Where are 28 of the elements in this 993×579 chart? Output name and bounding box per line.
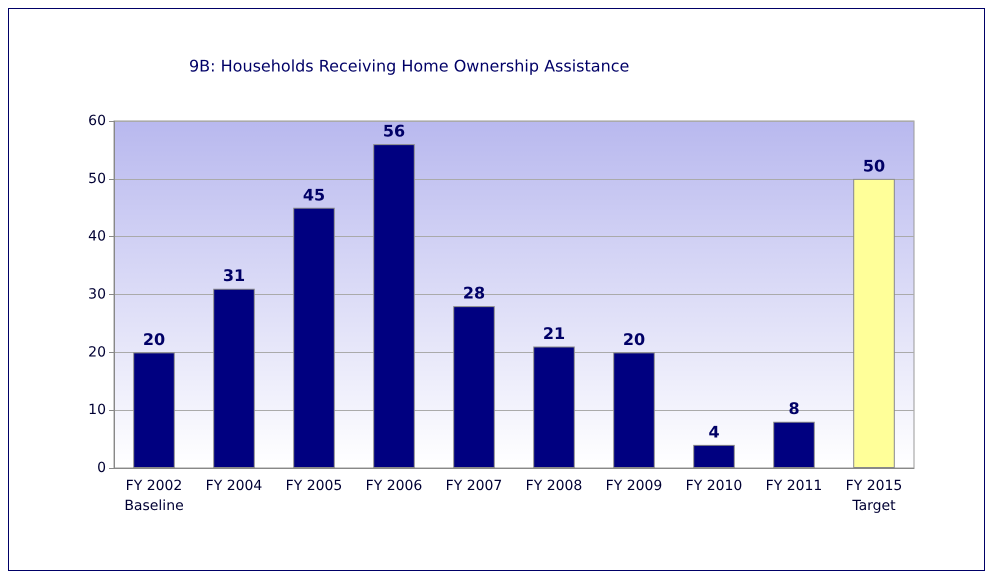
x-tick-label: FY 2010 — [686, 478, 742, 494]
data-label: 45 — [302, 185, 326, 204]
data-label: 20 — [622, 330, 646, 349]
y-tick-label: 20 — [88, 344, 106, 360]
x-tick-label: FY 2007 — [446, 478, 502, 494]
data-label: 8 — [788, 399, 800, 418]
y-tick-label: 0 — [97, 460, 106, 476]
x-tick-label: FY 2005 — [286, 478, 342, 494]
y-tick-label: 60 — [88, 113, 106, 129]
y-tick-label: 10 — [88, 402, 106, 418]
data-label: 50 — [862, 156, 886, 176]
data-label: 31 — [222, 266, 246, 286]
data-label: 20 — [142, 330, 166, 349]
data-label: 28 — [462, 284, 486, 303]
y-tick-label: 40 — [88, 228, 106, 245]
chart-title: 9B: Households Receiving Home Ownership Assistance — [189, 56, 630, 76]
x-tick-label: FY 2009 — [606, 478, 662, 494]
x-tick-label: FY 2004 — [206, 478, 262, 494]
data-label: 21 — [542, 324, 566, 344]
x-tick-label: FY 2015 Target — [846, 478, 902, 514]
x-tick-label: FY 2006 — [366, 478, 422, 494]
data-label: 56 — [382, 122, 406, 141]
y-tick-label: 50 — [88, 170, 106, 187]
x-tick-label: FY 2002 Baseline — [124, 478, 184, 514]
y-tick-label: 30 — [88, 286, 106, 302]
x-tick-label: FY 2011 — [766, 478, 822, 494]
x-tick-label: FY 2008 — [526, 478, 582, 494]
data-label: 4 — [708, 422, 720, 442]
